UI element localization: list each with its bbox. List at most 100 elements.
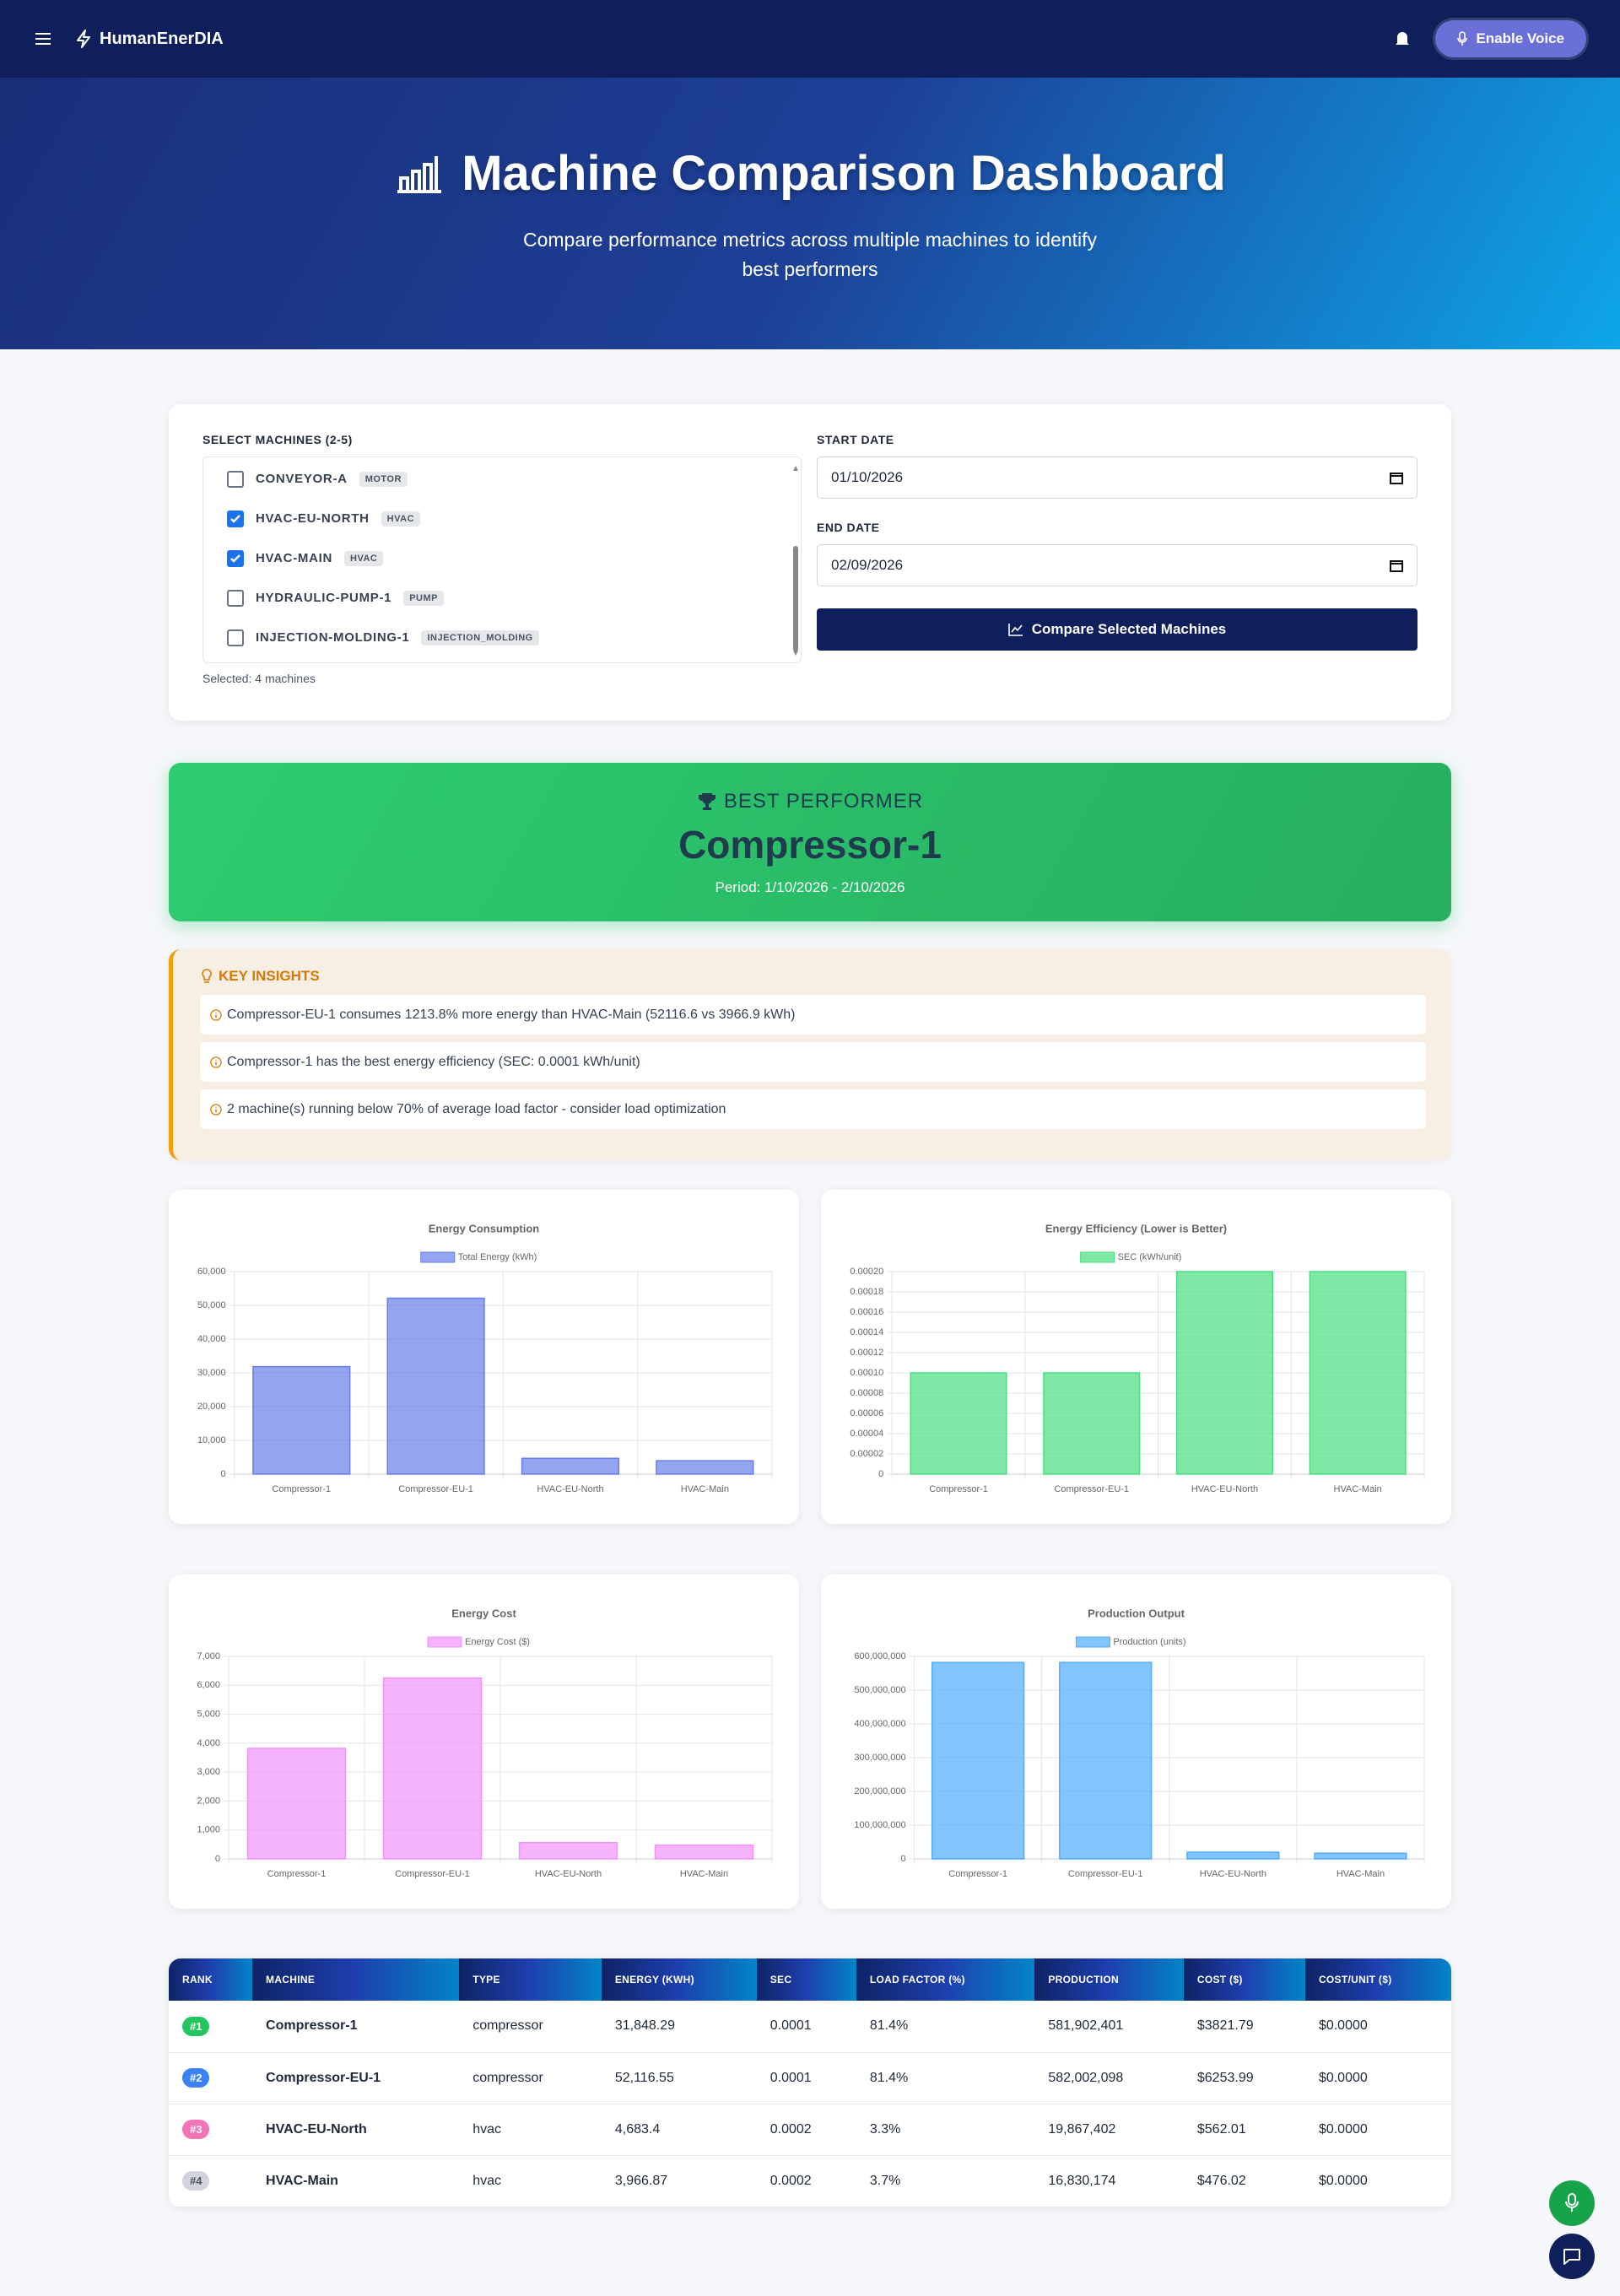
machine-option[interactable]: HYDRAULIC-PUMP-1 PUMP xyxy=(227,578,777,618)
bar xyxy=(386,1297,485,1475)
insights-card: KEY INSIGHTS Compressor-EU-1 consumes 12… xyxy=(169,949,1451,1160)
machine-option[interactable]: CONVEYOR-A MOTOR xyxy=(227,459,777,499)
chart-title: Energy Consumption xyxy=(429,1222,540,1234)
checkbox[interactable] xyxy=(227,510,244,527)
y-tick-label: 40,000 xyxy=(197,1334,226,1344)
table-cell: $476.02 xyxy=(1183,2155,1305,2207)
machine-name: HYDRAULIC-PUMP-1 xyxy=(256,591,392,605)
end-date-input[interactable]: 02/09/2026 xyxy=(817,544,1418,586)
voice-label: Enable Voice xyxy=(1476,30,1564,46)
select-label: SELECT MACHINES (2-5) xyxy=(202,433,353,446)
legend-swatch xyxy=(1075,1636,1110,1648)
y-tick-label: 0.00014 xyxy=(850,1327,883,1337)
table-cell: HVAC-EU-North xyxy=(252,2104,460,2156)
y-tick-label: 30,000 xyxy=(197,1368,226,1378)
x-tick-label: Compressor-1 xyxy=(267,1869,327,1879)
table-cell: compressor xyxy=(459,2052,602,2104)
legend-label: Production (units) xyxy=(1113,1637,1185,1647)
table-cell: 16,830,174 xyxy=(1034,2155,1184,2207)
comparison-table: RANK MACHINE TYPE ENERGY (KWH) SEC LOAD FACTO… xyxy=(169,1958,1451,2207)
y-tick-label: 20,000 xyxy=(197,1402,226,1412)
check-mark xyxy=(230,514,240,523)
table-cell: 3,966.87 xyxy=(601,2155,757,2207)
legend-label: Total Energy (kWh) xyxy=(458,1252,537,1262)
table-cell: 3.7% xyxy=(856,2155,1035,2207)
best-performer: BEST PERFORMER Compressor-1 Period: 1/10… xyxy=(169,763,1451,921)
checkbox[interactable] xyxy=(227,629,244,646)
brand[interactable]: HumanEnerDIA xyxy=(74,29,224,49)
table-cell: Compressor-1 xyxy=(252,2001,460,2053)
y-tick-label: 0 xyxy=(878,1469,883,1479)
x-tick-label: HVAC-EU-North xyxy=(535,1869,602,1879)
column-header: COST ($) xyxy=(1183,1958,1305,2001)
column-header: PRODUCTION xyxy=(1034,1958,1184,2001)
table-cell: 3.3% xyxy=(856,2104,1035,2156)
best-period: Period: 1/10/2026 - 2/10/2026 xyxy=(715,879,905,895)
table-cell: 31,848.29 xyxy=(601,2001,757,2053)
compare-button[interactable]: Compare Selected Machines xyxy=(817,608,1418,651)
table-cell: 0.0001 xyxy=(756,2001,856,2053)
voice-fab[interactable] xyxy=(1549,2180,1595,2226)
check-mark xyxy=(230,554,240,563)
bar xyxy=(932,1661,1025,1860)
info-circle xyxy=(210,1056,222,1068)
title-text: Machine Comparison Dashboard xyxy=(462,146,1226,201)
table-cell: 4,683.4 xyxy=(601,2104,757,2156)
bar xyxy=(518,1841,618,1860)
machine-option[interactable]: HVAC-EU-NORTH HVAC xyxy=(227,499,777,538)
machine-option[interactable]: INJECTION-MOLDING-1 INJECTION_MOLDING xyxy=(227,618,777,657)
x-tick-label: HVAC-EU-North xyxy=(1200,1869,1266,1879)
best-label-row: BEST PERFORMER xyxy=(169,790,1451,813)
check-path xyxy=(230,554,240,563)
chart: Energy Cost 0 1,000 2,000 3,000 4,000 5,000 6,0… xyxy=(197,1607,773,1879)
menu-icon[interactable] xyxy=(34,31,52,46)
machine-name: CONVEYOR-A xyxy=(256,472,348,486)
info-circle xyxy=(210,1008,222,1021)
table-cell: 0.0001 xyxy=(756,2052,856,2104)
info-icon xyxy=(210,1056,222,1068)
y-tick-label: 4,000 xyxy=(197,1738,220,1748)
chart-title: Energy Cost xyxy=(451,1607,516,1619)
x-tick-label: Compressor-EU-1 xyxy=(1068,1869,1143,1879)
y-tick-label: 400,000,000 xyxy=(854,1719,905,1729)
bell-icon[interactable] xyxy=(1393,29,1412,49)
table-cell: compressor xyxy=(459,2001,602,2053)
mic-icon xyxy=(1457,31,1468,46)
checkbox[interactable] xyxy=(227,589,244,607)
table-cell: 0.0002 xyxy=(756,2155,856,2207)
y-tick-label: 200,000,000 xyxy=(854,1786,905,1796)
machine-option[interactable]: HVAC-MAIN HVAC xyxy=(227,538,777,578)
rank-badge: #4 xyxy=(182,2171,210,2191)
bar xyxy=(252,1365,351,1475)
table-cell: 81.4% xyxy=(856,2052,1035,2104)
selected-count: Selected: 4 machines xyxy=(202,672,316,685)
y-tick-label: 300,000,000 xyxy=(854,1753,905,1763)
scrollbar[interactable] xyxy=(793,466,798,656)
machine-list[interactable]: CONVEYOR-A MOTOR HVAC-EU-NORTH HVAC HVAC-MAI… xyxy=(202,456,802,663)
table-cell: 81.4% xyxy=(856,2001,1035,2053)
bar xyxy=(656,1460,754,1475)
table-cell: 582,002,098 xyxy=(1034,2052,1184,2104)
table-cell: 581,902,401 xyxy=(1034,2001,1184,2053)
machine-type: PUMP xyxy=(403,590,444,606)
chart: Production Output 0 100,000,000 200,000,000… xyxy=(854,1607,1425,1879)
y-tick-label: 10,000 xyxy=(197,1435,226,1445)
voice-button[interactable]: Enable Voice xyxy=(1435,20,1586,57)
legend-label: Energy Cost ($) xyxy=(465,1637,530,1647)
x-tick-label: Compressor-1 xyxy=(272,1484,331,1494)
chat-fab[interactable] xyxy=(1549,2234,1595,2279)
table-row: #1 Compressor-1 compressor 31,848.29 0.0001 8… xyxy=(169,2001,1451,2053)
chart-card: Energy Efficiency (Lower is Better) 0 0.00… xyxy=(821,1190,1451,1524)
table-cell: 52,116.55 xyxy=(601,2052,757,2104)
bar xyxy=(1043,1372,1141,1475)
checkbox[interactable] xyxy=(227,549,244,567)
x-tick-label: HVAC-EU-North xyxy=(537,1484,603,1494)
start-date-input[interactable]: 01/10/2026 xyxy=(817,456,1418,499)
machine-name: HVAC-MAIN xyxy=(256,551,333,565)
info-icon xyxy=(210,1008,222,1021)
trend-icon xyxy=(1007,624,1023,636)
page-title: Machine Comparison Dashboard xyxy=(0,145,1620,202)
checkbox[interactable] xyxy=(227,470,244,488)
